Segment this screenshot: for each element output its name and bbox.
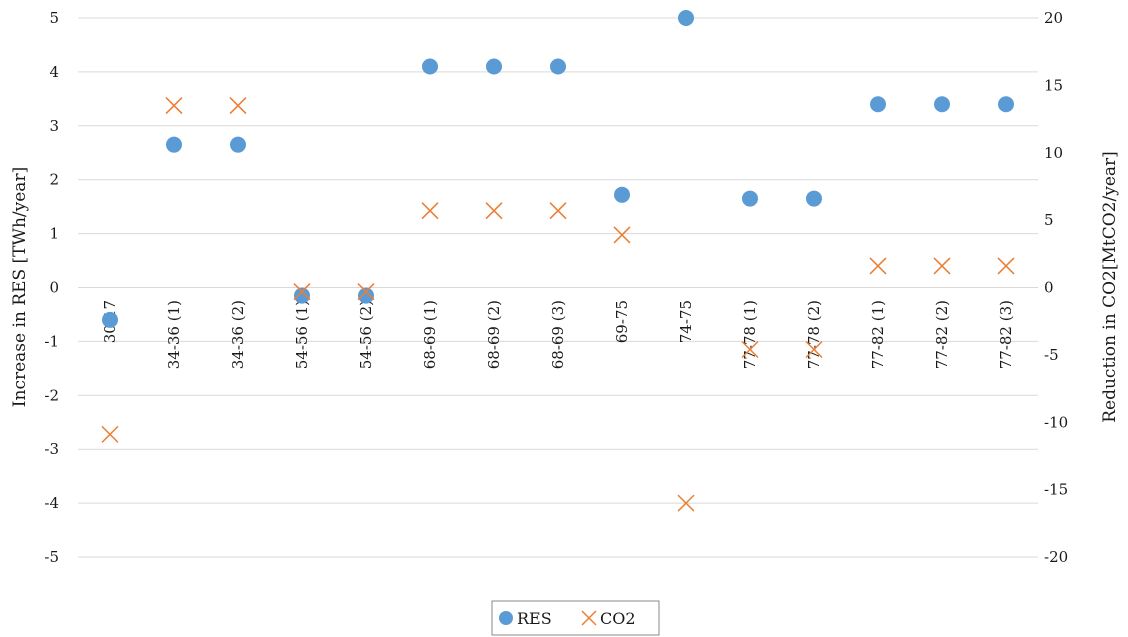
right-tick-label: 5 <box>1044 211 1054 229</box>
category-label: 77-82 (1) <box>869 300 887 369</box>
left-tick-label: 5 <box>49 9 59 27</box>
res-point <box>422 58 438 75</box>
category-label: 54-56 (2) <box>357 300 375 369</box>
left-tick-label: -4 <box>44 494 59 512</box>
legend-co2-marker <box>581 610 597 626</box>
left-tick-label: 4 <box>49 63 59 81</box>
right-tick-label: -15 <box>1044 481 1068 499</box>
left-tick-label: -3 <box>44 440 59 458</box>
category-label: 69-75 <box>613 300 631 343</box>
res-point <box>294 287 310 304</box>
right-axis-title: Reduction in CO2[MtCO2/year] <box>1100 151 1120 423</box>
left-tick-label: 2 <box>49 171 59 189</box>
co2-point <box>933 257 951 275</box>
res-point <box>102 311 118 328</box>
co2-point <box>485 202 503 220</box>
right-tick-label: -20 <box>1044 548 1068 566</box>
right-axis-tick-labels: 20 15 10 5 0 -5 -10 -15 -20 <box>1044 9 1068 566</box>
co2-point <box>741 340 759 359</box>
right-tick-label: 15 <box>1044 76 1063 94</box>
co2-point <box>293 283 311 301</box>
legend-res-marker <box>499 611 513 625</box>
legend-res-label: RES <box>517 609 552 628</box>
right-tick-label: -10 <box>1044 413 1068 431</box>
res-point <box>358 287 374 304</box>
res-point <box>550 58 566 75</box>
left-tick-label: 1 <box>49 225 59 243</box>
co2-point <box>805 340 823 359</box>
res-point <box>806 190 822 207</box>
res-point <box>486 58 502 75</box>
co2-point <box>165 97 183 115</box>
category-label: 68-69 (2) <box>485 300 503 369</box>
co2-point <box>549 202 567 220</box>
category-label: 68-69 (1) <box>421 300 439 369</box>
category-labels: 30-1734-36 (1)34-36 (2)54-56 (1)54-56 (2… <box>101 300 1015 369</box>
res-point <box>166 136 182 153</box>
category-label: 34-36 (2) <box>229 300 247 369</box>
co2-point <box>357 283 375 301</box>
res-point <box>998 96 1014 113</box>
res-point <box>230 136 246 153</box>
category-label: 68-69 (3) <box>549 300 567 369</box>
category-label: 77-78 (1) <box>741 300 759 369</box>
co2-point <box>869 257 887 275</box>
co2-point <box>997 257 1015 275</box>
category-label: 34-36 (1) <box>165 300 183 369</box>
legend-co2-label: CO2 <box>600 609 636 628</box>
left-tick-label: -5 <box>44 548 59 566</box>
left-tick-label: 3 <box>49 117 59 135</box>
left-axis-title: Increase in RES [TWh/year] <box>10 167 30 407</box>
co2-point <box>677 494 695 512</box>
right-tick-label: -5 <box>1044 346 1059 364</box>
category-label: 74-75 <box>677 300 695 343</box>
category-label: 77-82 (3) <box>997 300 1015 369</box>
left-tick-label: 0 <box>49 279 59 297</box>
res-point <box>614 186 630 203</box>
left-tick-label: -1 <box>44 332 59 350</box>
gridlines <box>78 17 1038 558</box>
legend-box <box>491 600 660 636</box>
right-tick-label: 0 <box>1044 279 1054 297</box>
res-point <box>934 96 950 113</box>
data-points <box>101 10 1015 512</box>
left-axis-tick-labels: 5 4 3 2 1 0 -1 -2 -3 -4 -5 <box>44 9 59 566</box>
co2-point <box>101 425 119 443</box>
right-tick-label: 10 <box>1044 144 1063 162</box>
category-label: 77-82 (2) <box>933 300 951 369</box>
left-tick-label: -2 <box>44 386 59 404</box>
res-point <box>870 96 886 113</box>
right-tick-label: 20 <box>1044 9 1063 27</box>
category-label: 77-78 (2) <box>805 300 823 369</box>
co2-point <box>229 97 247 115</box>
res-point <box>678 10 694 26</box>
co2-point <box>421 202 439 220</box>
category-label: 54-56 (1) <box>293 300 311 369</box>
legend: RES CO2 <box>491 600 660 636</box>
res-point <box>742 190 758 207</box>
co2-point <box>613 226 631 244</box>
